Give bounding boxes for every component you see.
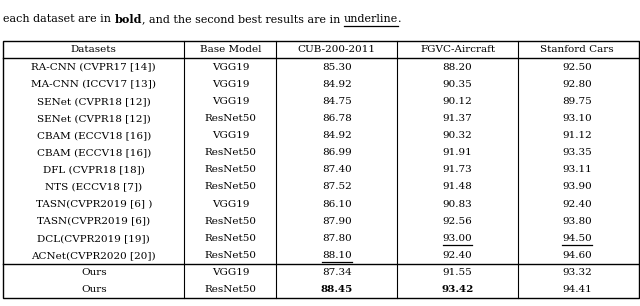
Text: 94.60: 94.60 [562, 251, 591, 260]
Text: Ours: Ours [81, 268, 107, 277]
Text: 92.80: 92.80 [562, 80, 591, 89]
Text: 92.40: 92.40 [562, 200, 591, 209]
Text: 86.99: 86.99 [322, 148, 352, 157]
Text: 87.52: 87.52 [322, 182, 352, 192]
Text: TASN(CVPR2019 [6]): TASN(CVPR2019 [6]) [37, 217, 150, 226]
Text: 87.40: 87.40 [322, 165, 352, 174]
Text: 86.78: 86.78 [322, 114, 352, 123]
Text: DCL(CVPR2019 [19]): DCL(CVPR2019 [19]) [37, 234, 150, 243]
Text: 92.50: 92.50 [562, 62, 591, 72]
Text: ResNet50: ResNet50 [204, 234, 257, 243]
Text: 88.20: 88.20 [443, 62, 472, 72]
Text: 88.10: 88.10 [322, 251, 352, 260]
Text: 91.73: 91.73 [443, 165, 472, 174]
Text: 84.92: 84.92 [322, 131, 352, 140]
Text: DFL (CVPR18 [18]): DFL (CVPR18 [18]) [43, 165, 145, 174]
Text: 90.83: 90.83 [443, 200, 472, 209]
Text: CUB-200-2011: CUB-200-2011 [298, 45, 376, 54]
Text: ResNet50: ResNet50 [204, 165, 257, 174]
Text: Datasets: Datasets [71, 45, 116, 54]
Text: 90.12: 90.12 [443, 97, 472, 106]
Text: 86.10: 86.10 [322, 200, 352, 209]
Text: 93.80: 93.80 [562, 217, 591, 226]
Text: 91.12: 91.12 [562, 131, 591, 140]
Text: ResNet50: ResNet50 [204, 148, 257, 157]
Text: 91.91: 91.91 [443, 148, 472, 157]
Text: 87.80: 87.80 [322, 234, 352, 243]
Text: each dataset are in: each dataset are in [3, 14, 115, 24]
Text: VGG19: VGG19 [212, 268, 249, 277]
Text: 87.90: 87.90 [322, 217, 352, 226]
Text: VGG19: VGG19 [212, 80, 249, 89]
Text: ResNet50: ResNet50 [204, 114, 257, 123]
Text: 93.11: 93.11 [562, 165, 591, 174]
Text: 92.56: 92.56 [443, 217, 472, 226]
Text: 84.75: 84.75 [322, 97, 352, 106]
Text: Stanford Cars: Stanford Cars [540, 45, 614, 54]
Text: , and the second best results are in: , and the second best results are in [142, 14, 344, 24]
Text: 94.41: 94.41 [562, 285, 591, 294]
Text: 93.32: 93.32 [562, 268, 591, 277]
Text: VGG19: VGG19 [212, 131, 249, 140]
Text: 89.75: 89.75 [562, 97, 591, 106]
Text: TASN(CVPR2019 [6] ): TASN(CVPR2019 [6] ) [36, 200, 152, 209]
Text: 93.10: 93.10 [562, 114, 591, 123]
Text: 94.50: 94.50 [562, 234, 591, 243]
Text: 91.55: 91.55 [443, 268, 472, 277]
Text: 93.90: 93.90 [562, 182, 591, 192]
Text: SENet (CVPR18 [12]): SENet (CVPR18 [12]) [37, 114, 150, 123]
Text: underline: underline [344, 14, 398, 24]
Text: MA-CNN (ICCV17 [13]): MA-CNN (ICCV17 [13]) [31, 80, 156, 89]
Text: 85.30: 85.30 [322, 62, 352, 72]
Text: 91.37: 91.37 [443, 114, 472, 123]
Text: VGG19: VGG19 [212, 97, 249, 106]
Text: NTS (ECCV18 [7]): NTS (ECCV18 [7]) [45, 182, 142, 192]
Text: CBAM (ECCV18 [16]): CBAM (ECCV18 [16]) [36, 131, 151, 140]
Text: ResNet50: ResNet50 [204, 217, 257, 226]
Text: 88.45: 88.45 [321, 285, 353, 294]
Text: 84.92: 84.92 [322, 80, 352, 89]
Text: bold: bold [115, 14, 142, 25]
Text: 87.34: 87.34 [322, 268, 352, 277]
Text: ACNet(CVPR2020 [20]): ACNet(CVPR2020 [20]) [31, 251, 156, 260]
Text: 90.32: 90.32 [443, 131, 472, 140]
Text: CBAM (ECCV18 [16]): CBAM (ECCV18 [16]) [36, 148, 151, 157]
Text: 90.35: 90.35 [443, 80, 472, 89]
Text: 93.42: 93.42 [442, 285, 474, 294]
Text: ResNet50: ResNet50 [204, 251, 257, 260]
Text: .: . [398, 14, 402, 24]
Text: SENet (CVPR18 [12]): SENet (CVPR18 [12]) [37, 97, 150, 106]
Text: VGG19: VGG19 [212, 62, 249, 72]
Text: ResNet50: ResNet50 [204, 285, 257, 294]
Text: 92.40: 92.40 [443, 251, 472, 260]
Text: 91.48: 91.48 [443, 182, 472, 192]
Text: 93.35: 93.35 [562, 148, 591, 157]
Text: FGVC-Aircraft: FGVC-Aircraft [420, 45, 495, 54]
Text: ResNet50: ResNet50 [204, 182, 257, 192]
Text: VGG19: VGG19 [212, 200, 249, 209]
Text: RA-CNN (CVPR17 [14]): RA-CNN (CVPR17 [14]) [31, 62, 156, 72]
Text: Ours: Ours [81, 285, 107, 294]
Text: Base Model: Base Model [200, 45, 261, 54]
Text: 93.00: 93.00 [443, 234, 472, 243]
